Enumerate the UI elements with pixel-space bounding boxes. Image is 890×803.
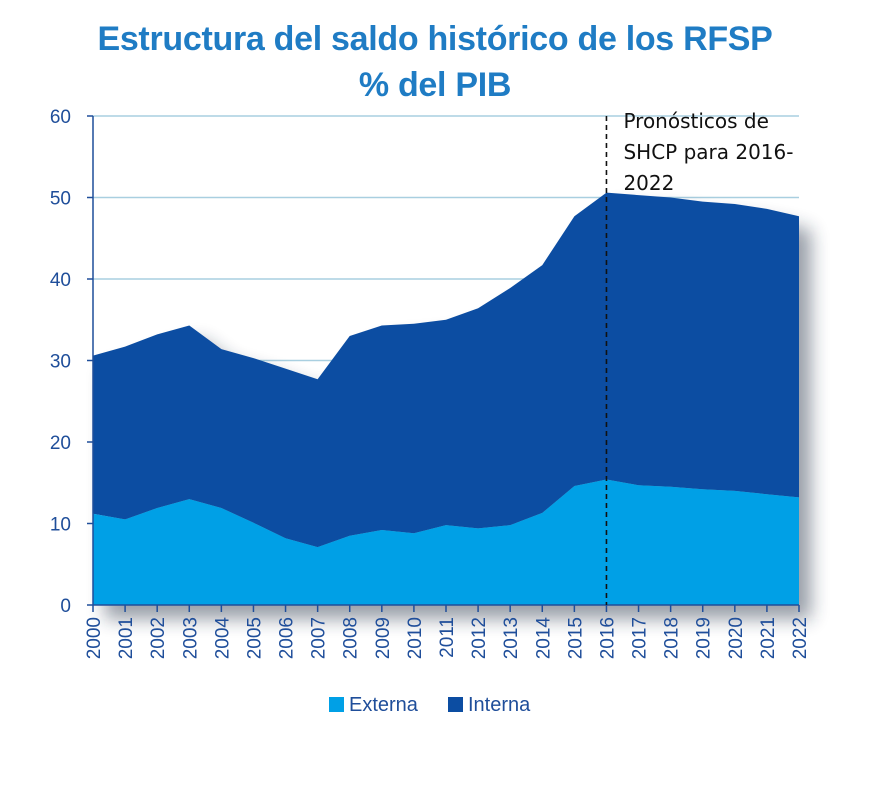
- x-tick-label: 2018: [662, 617, 683, 659]
- x-tick-label: 2007: [309, 617, 330, 659]
- x-tick-label: 2021: [758, 617, 779, 659]
- area-interna: [93, 192, 799, 548]
- y-tick-label: 10: [50, 515, 71, 536]
- legend-label: Externa: [349, 694, 419, 716]
- y-tick-label: 0: [60, 596, 71, 617]
- x-tick-label: 2002: [148, 617, 169, 659]
- legend: Externa Interna: [329, 694, 531, 716]
- x-tick-label: 2014: [533, 617, 554, 660]
- x-tick-label: 2004: [212, 617, 233, 660]
- legend-swatch: [448, 697, 463, 712]
- legend-label: Interna: [468, 694, 531, 716]
- forecast-annotation: Pronósticos de SHCP para 2016- 2022: [605, 109, 793, 605]
- y-tick-label: 50: [50, 189, 71, 210]
- legend-swatch: [329, 697, 344, 712]
- x-tick-label: 2005: [245, 617, 266, 659]
- x-tick-label: 2022: [790, 617, 811, 659]
- y-tick-label: 40: [50, 270, 71, 291]
- y-tick-label: 20: [50, 433, 71, 454]
- x-tick-label: 2013: [501, 617, 522, 659]
- x-tick-label: 2019: [694, 617, 715, 659]
- x-tick-label: 2010: [405, 617, 426, 659]
- x-tick-label: 2016: [598, 617, 619, 659]
- x-tick-label: 2020: [726, 617, 747, 659]
- area-series: [93, 192, 799, 605]
- chart-title: Estructura del saldo histórico de los RF…: [97, 20, 773, 58]
- x-tick-label: 2011: [437, 617, 458, 658]
- x-tick-label: 2009: [373, 617, 394, 659]
- area-externa: [93, 479, 799, 605]
- x-tick-label: 2015: [565, 617, 586, 659]
- axes: 0 10 20 30 40 50 60 2000 2001 2002 2003 2004 2005 200…: [50, 107, 811, 659]
- x-tick-label: 2008: [341, 617, 362, 659]
- y-tick-label: 60: [50, 107, 71, 128]
- annotation-text-line: Pronósticos de: [623, 109, 768, 133]
- annotation-text-line: SHCP para 2016-: [623, 140, 793, 164]
- x-tick-label: 2012: [469, 617, 490, 659]
- y-tick-label: 30: [50, 352, 71, 373]
- annotation-text-line: 2022: [623, 171, 674, 195]
- x-tick-label: 2000: [84, 617, 105, 659]
- x-tick-label: 2003: [180, 617, 201, 659]
- chart-subtitle: % del PIB: [358, 66, 512, 104]
- x-tick-label: 2006: [277, 617, 298, 659]
- x-tick-label: 2017: [630, 617, 651, 659]
- x-tick-label: 2001: [116, 617, 137, 659]
